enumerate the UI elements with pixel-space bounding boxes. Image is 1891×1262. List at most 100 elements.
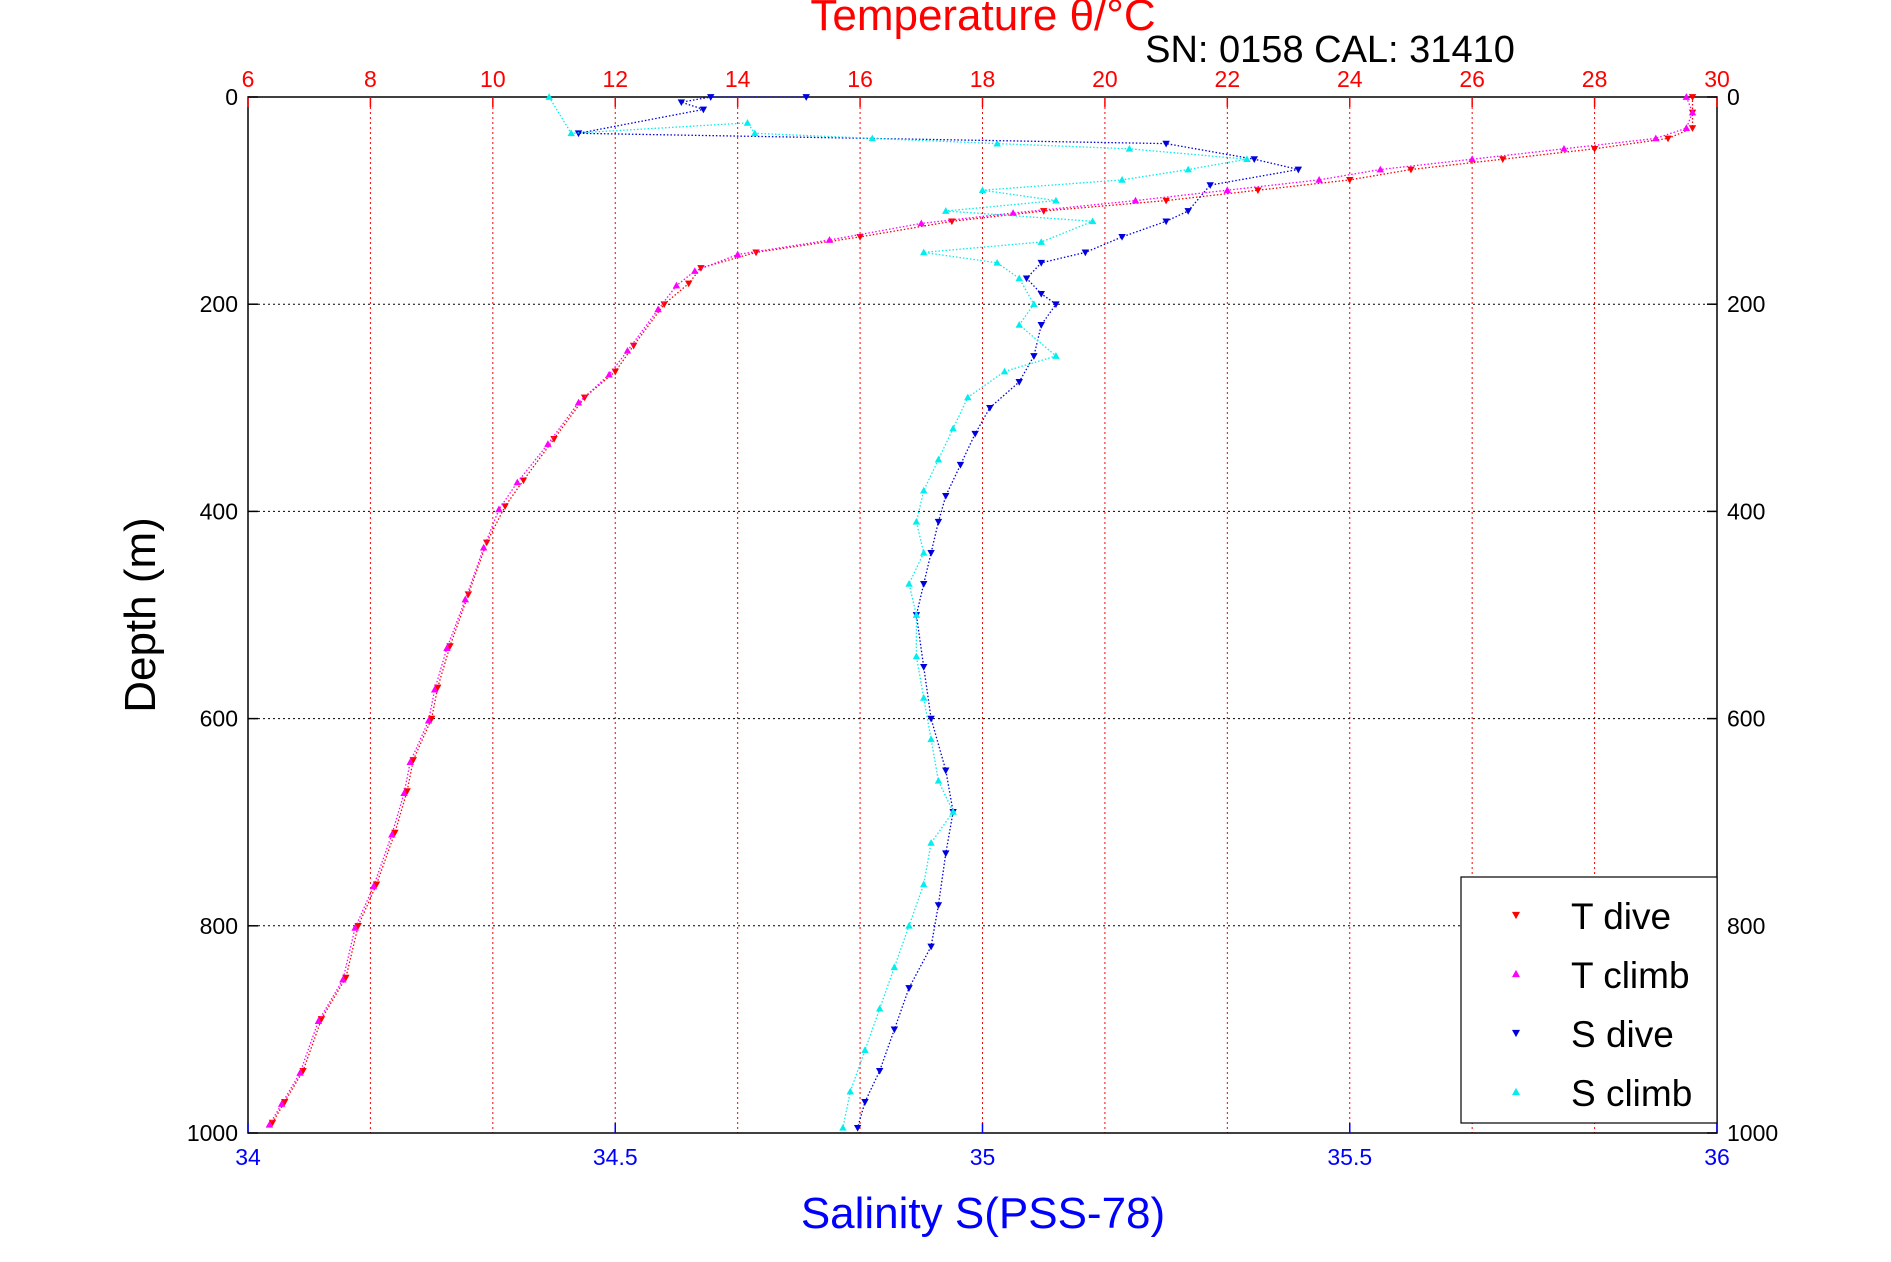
series-s-climb: [545, 93, 1251, 1131]
y-tick-label: 600: [200, 706, 238, 732]
data-point: [912, 611, 921, 618]
x2-tick-label: 26: [1459, 66, 1485, 92]
data-point: [1030, 300, 1038, 308]
data-point: [920, 694, 928, 701]
legend-label: S dive: [1571, 1014, 1674, 1055]
y-tick-label-right: 200: [1727, 291, 1765, 317]
data-point: [464, 591, 473, 599]
data-point: [513, 478, 522, 486]
data-point: [920, 880, 928, 888]
data-point: [942, 492, 950, 500]
series-line-t-dive: [271, 97, 1694, 1123]
data-point: [545, 93, 553, 100]
legend-marker: [1511, 969, 1521, 978]
data-point: [986, 404, 994, 412]
data-point: [934, 776, 943, 784]
legend: T dive T climb S dive S climb: [1460, 876, 1718, 1124]
data-point: [927, 549, 935, 557]
y-tick-label: 800: [200, 913, 238, 939]
series-line-s-climb: [548, 96, 1248, 1128]
y-tick-label: 400: [200, 498, 238, 524]
data-point: [861, 1099, 869, 1106]
y-tick-label-right: 0: [1727, 84, 1740, 110]
data-point: [424, 716, 433, 724]
series-t-climb: [265, 93, 1697, 1128]
data-point: [400, 789, 408, 797]
data-point: [1688, 108, 1697, 116]
x2-tick-label: 22: [1215, 66, 1241, 92]
data-point: [369, 882, 378, 890]
data-point: [875, 1067, 884, 1075]
data-point: [927, 735, 935, 743]
legend-label: T dive: [1571, 896, 1671, 937]
data-point: [403, 788, 411, 795]
data-point: [268, 1119, 277, 1127]
data-point: [1184, 208, 1192, 215]
data-point: [495, 505, 503, 513]
data-point: [388, 830, 396, 838]
data-point: [920, 663, 928, 671]
x2-tick-label: 10: [480, 66, 506, 92]
data-point: [920, 486, 928, 494]
x2-tick-label: 8: [364, 66, 377, 92]
x2-tick-label: 24: [1337, 66, 1363, 92]
legend-marker: [1511, 1029, 1521, 1038]
legend-label: S climb: [1571, 1073, 1692, 1114]
data-point: [391, 829, 399, 837]
data-point: [912, 652, 921, 660]
axes: 34 34.5 35 35.5 366 8 10 12 14 16 18 20 22 24 26 28 300 0…: [187, 66, 1778, 1170]
x2-tick-label: 30: [1704, 66, 1730, 92]
data-point: [605, 370, 613, 378]
y-tick-label: 0: [225, 84, 238, 110]
y-tick-label-right: 1000: [1727, 1120, 1778, 1146]
legend-marker: [1511, 911, 1521, 920]
data-point: [434, 684, 442, 692]
data-point: [427, 715, 436, 723]
chart-title: Temperature θ/°C: [810, 0, 1155, 40]
x-tick-label: 34.5: [593, 1144, 638, 1170]
data-point: [839, 1124, 847, 1131]
data-point: [409, 757, 417, 764]
legend-label: T climb: [1571, 955, 1690, 996]
y-tick-label-right: 600: [1727, 706, 1765, 732]
data-point: [479, 543, 488, 551]
data-point: [314, 1017, 323, 1024]
x2-tick-label: 6: [242, 66, 255, 92]
x-axis-label: Salinity S(PSS-78): [801, 1189, 1165, 1238]
y-tick-label: 1000: [187, 1120, 238, 1146]
data-point: [861, 1046, 869, 1053]
series-layer: [265, 93, 1697, 1132]
x2-tick-label: 18: [970, 66, 996, 92]
data-point: [277, 1100, 286, 1107]
data-point: [802, 94, 810, 101]
x-tick-label: 35.5: [1327, 1144, 1372, 1170]
data-point: [920, 549, 928, 556]
serial-calibration-annotation: SN: 0158 CAL: 31410: [1145, 29, 1515, 71]
x2-tick-label: 16: [847, 66, 873, 92]
data-point: [339, 975, 347, 983]
y-tick-label-right: 400: [1727, 498, 1765, 524]
data-point: [927, 715, 935, 723]
x-tick-label: 35: [970, 1144, 996, 1170]
data-point: [934, 455, 943, 463]
data-point: [890, 963, 899, 971]
x-tick-label: 34: [235, 1144, 261, 1170]
data-point: [372, 881, 381, 889]
series-line-t-climb: [268, 96, 1694, 1126]
data-point: [912, 517, 921, 525]
y-tick-label-right: 800: [1727, 913, 1765, 939]
x2-tick-label: 20: [1092, 66, 1118, 92]
data-point: [1664, 135, 1672, 143]
legend-box: [1460, 876, 1718, 1124]
data-point: [1052, 301, 1060, 309]
x2-tick-label: 14: [725, 66, 751, 92]
data-point: [956, 461, 965, 469]
x2-tick-label: 12: [602, 66, 628, 92]
x-tick-label: 36: [1704, 1144, 1730, 1170]
data-point: [920, 581, 928, 588]
y-axis-label: Depth (m): [116, 517, 165, 713]
data-point: [1682, 93, 1691, 100]
x2-tick-label: 28: [1582, 66, 1608, 92]
y-tick-label: 200: [200, 291, 238, 317]
